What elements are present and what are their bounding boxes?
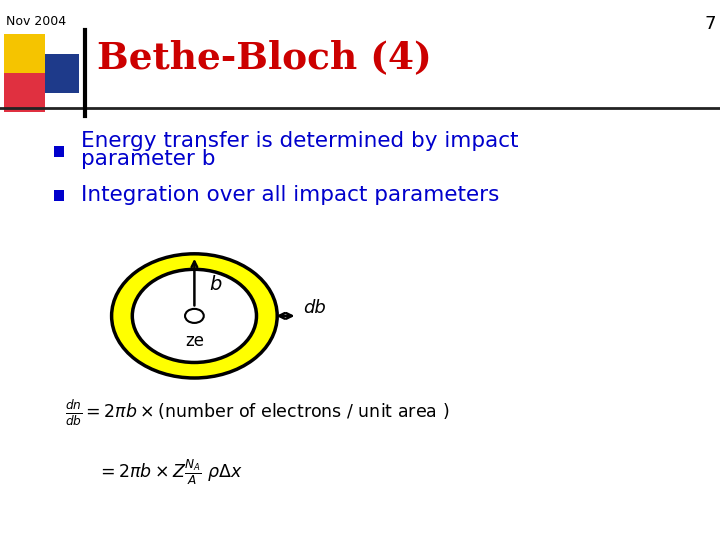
FancyBboxPatch shape xyxy=(54,190,64,201)
Text: $= 2\pi b \times Z \frac{N_A}{A}\ \rho \Delta x$: $= 2\pi b \times Z \frac{N_A}{A}\ \rho \… xyxy=(97,457,243,488)
Text: $\frac{dn}{db} = 2\pi b \times(\mathrm{number\ of\ electrons\ /\ unit\ area\ })$: $\frac{dn}{db} = 2\pi b \times(\mathrm{n… xyxy=(65,399,449,428)
Text: parameter b: parameter b xyxy=(81,149,215,170)
FancyBboxPatch shape xyxy=(54,146,64,157)
Text: Nov 2004: Nov 2004 xyxy=(6,15,66,28)
Text: Energy transfer is determined by impact: Energy transfer is determined by impact xyxy=(81,131,518,152)
Text: Integration over all impact parameters: Integration over all impact parameters xyxy=(81,185,499,206)
Text: db: db xyxy=(303,299,326,317)
FancyBboxPatch shape xyxy=(4,73,45,112)
FancyBboxPatch shape xyxy=(45,54,79,93)
Circle shape xyxy=(132,269,256,362)
Text: b: b xyxy=(209,275,221,294)
FancyBboxPatch shape xyxy=(4,34,45,73)
Circle shape xyxy=(185,309,204,323)
Text: 7: 7 xyxy=(705,15,716,33)
Circle shape xyxy=(112,254,277,378)
Text: ze: ze xyxy=(185,332,204,350)
Text: Bethe-Bloch (4): Bethe-Bloch (4) xyxy=(97,39,432,76)
